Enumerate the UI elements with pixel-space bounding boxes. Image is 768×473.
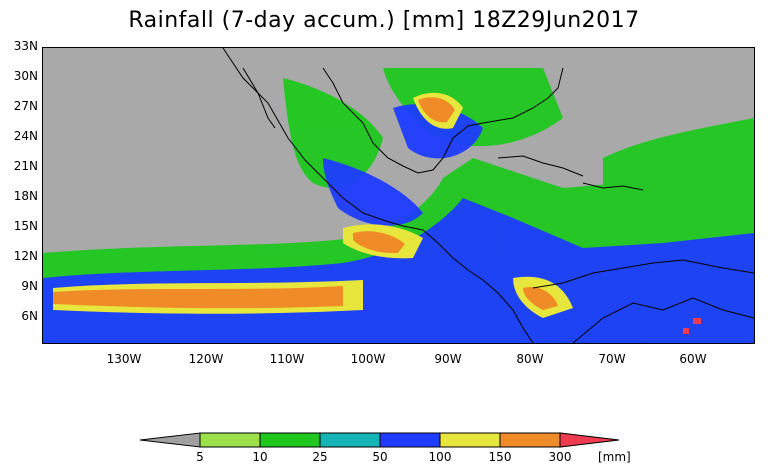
rain-red-spots <box>683 318 701 334</box>
lon-label-80w: 80W <box>516 352 544 366</box>
lat-label-12n: 12N <box>13 249 38 263</box>
rainfall-field <box>43 48 754 343</box>
colorbar-segment-100-150 <box>439 432 501 448</box>
lat-label-33n: 33N <box>13 39 38 53</box>
lat-label-27n: 27N <box>13 99 38 113</box>
rainfall-map <box>42 47 755 344</box>
lon-label-110w: 110W <box>269 352 305 366</box>
lat-label-18n: 18N <box>13 189 38 203</box>
colorbar-label-50: 50 <box>372 450 388 464</box>
colorbar-label-10: 10 <box>252 450 268 464</box>
colorbar-label-25: 25 <box>312 450 328 464</box>
rain-orange-band <box>53 97 558 310</box>
colorbar-label-5: 5 <box>196 450 204 464</box>
lon-label-60w: 60W <box>679 352 707 366</box>
lat-label-6n: 6N <box>21 309 38 323</box>
colorbar-segment-50-100 <box>379 432 441 448</box>
lat-label-9n: 9N <box>21 279 38 293</box>
colorbar-segment-below-5 <box>140 432 201 448</box>
lat-label-21n: 21N <box>13 159 38 173</box>
lon-label-130w: 130W <box>106 352 142 366</box>
lon-label-120w: 120W <box>188 352 224 366</box>
colorbar-segment-25-50 <box>319 432 381 448</box>
lon-label-100w: 100W <box>350 352 386 366</box>
lat-label-15n: 15N <box>13 219 38 233</box>
colorbar-segment-5-10 <box>199 432 261 448</box>
colorbar-label-100: 100 <box>428 450 452 464</box>
colorbar-segment-above-300 <box>559 432 620 448</box>
map-title: Rainfall (7-day accum.) [mm] 18Z29Jun201… <box>128 8 640 33</box>
colorbar-segment-150-300 <box>499 432 561 448</box>
lon-label-90w: 90W <box>434 352 462 366</box>
colorbar-label-150: 150 <box>488 450 512 464</box>
colorbar-segment-10-25 <box>259 432 321 448</box>
lat-label-24n: 24N <box>13 129 38 143</box>
colorbar-label-300: 300 <box>548 450 572 464</box>
colorbar-unit-label: [mm] <box>598 450 631 464</box>
lat-label-30n: 30N <box>13 69 38 83</box>
coastlines <box>222 48 754 343</box>
colorbar <box>140 432 620 448</box>
lon-label-70w: 70W <box>598 352 626 366</box>
